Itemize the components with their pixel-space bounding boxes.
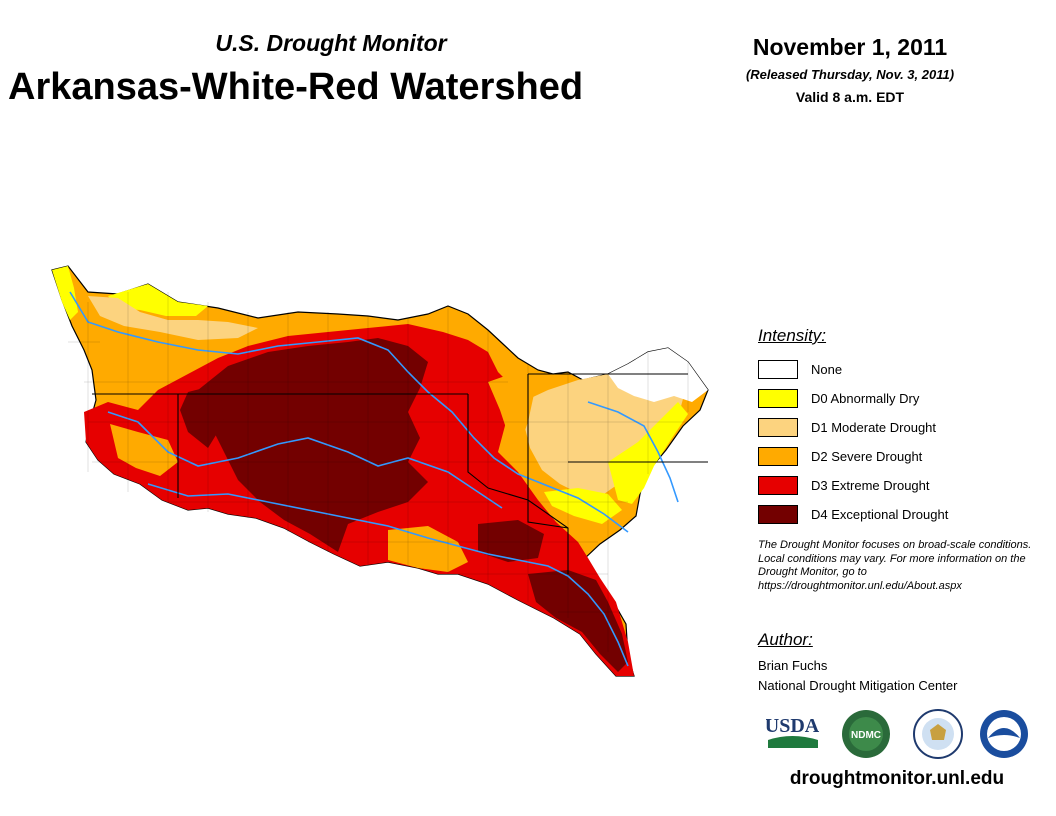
legend-label: None	[811, 362, 843, 377]
d4-louisiana	[528, 570, 628, 672]
usda-logo: USDA	[766, 715, 820, 748]
legend-swatch	[758, 389, 798, 408]
legend-item-d2: D2 Severe Drought	[758, 442, 948, 471]
d0-east-strip	[544, 488, 622, 524]
legend-swatch	[758, 360, 798, 379]
none-northeast	[608, 348, 708, 402]
red-river	[147, 483, 629, 667]
legend-swatch	[758, 476, 798, 495]
legend-label: D3 Extreme Drought	[811, 478, 930, 493]
legend-label: D4 Exceptional Drought	[811, 507, 949, 522]
d0-northwest	[52, 266, 78, 320]
svg-text:NDMC: NDMC	[851, 730, 881, 741]
state-lines	[92, 373, 708, 574]
map-date: November 1, 2011	[752, 34, 948, 60]
d4-panhandle	[180, 384, 224, 448]
legend-heading: Intensity:	[758, 326, 827, 345]
ndmc-logo: NDMC	[842, 710, 890, 758]
drought-map	[51, 265, 709, 677]
arkansas-river	[69, 291, 629, 533]
commerce-logo	[913, 709, 963, 759]
drought-monitor-note: The Drought Monitor focuses on broad-sca…	[758, 539, 1032, 592]
legend-item-d1: D1 Moderate Drought	[758, 413, 948, 442]
svg-text:USDA: USDA	[766, 715, 820, 737]
legend-label: D2 Severe Drought	[811, 449, 923, 464]
legend-item-d3: D3 Extreme Drought	[758, 471, 948, 500]
d4-east-texas	[478, 520, 544, 562]
d2-south-band	[388, 526, 468, 572]
website-link[interactable]: droughtmonitor.unl.edu	[789, 768, 1005, 789]
d4-core	[198, 338, 428, 552]
legend-swatch	[758, 418, 798, 437]
d2-west-band	[110, 424, 178, 476]
valid-time: Valid 8 a.m. EDT	[795, 89, 905, 105]
author-block: Brian Fuchs National Drought Mitigation …	[758, 656, 957, 696]
rivers	[69, 291, 679, 667]
map-title: Arkansas-White-Red Watershed	[8, 66, 584, 108]
legend-item-d4: D4 Exceptional Drought	[758, 500, 948, 529]
author-heading: Author:	[758, 630, 813, 649]
d0-east	[608, 402, 688, 504]
d1-north	[88, 296, 258, 340]
legend-item-d0: D0 Abnormally Dry	[758, 384, 948, 413]
author-name: Brian Fuchs	[758, 658, 828, 673]
legend-label: D1 Moderate Drought	[811, 420, 937, 435]
legend-swatch	[758, 505, 798, 524]
release-date: (Released Thursday, Nov. 3, 2011)	[745, 67, 955, 82]
partner-logos: USDA NDMC	[766, 709, 1028, 759]
map-subtitle: U.S. Drought Monitor	[215, 30, 447, 56]
legend-item-none: None	[758, 355, 948, 384]
legend: None D0 Abnormally Dry D1 Moderate Droug…	[758, 355, 948, 529]
canadian-river	[107, 411, 503, 509]
legend-swatch	[758, 447, 798, 466]
author-org: National Drought Mitigation Center	[758, 678, 958, 693]
d2-east-wedge	[488, 370, 534, 450]
noaa-logo	[980, 710, 1028, 758]
legend-label: D0 Abnormally Dry	[811, 391, 920, 406]
white-river	[587, 401, 679, 503]
